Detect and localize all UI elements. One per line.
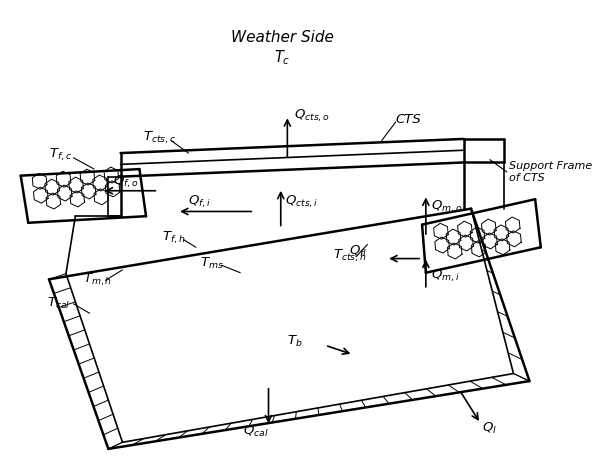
Text: $Q_{fl}$: $Q_{fl}$ [349, 244, 367, 259]
Text: $T_{ms}$: $T_{ms}$ [200, 256, 224, 271]
Text: $Q_l$: $Q_l$ [483, 421, 498, 436]
Text: $T_{m,h}$: $T_{m,h}$ [83, 271, 112, 287]
Text: $Q_{cal}$: $Q_{cal}$ [243, 423, 269, 439]
Text: $Q_{cts,o}$: $Q_{cts,o}$ [294, 107, 330, 123]
Text: $T_{cts,h}$: $T_{cts,h}$ [332, 248, 366, 264]
Text: Support Frame
of CTS: Support Frame of CTS [509, 161, 592, 183]
Text: $T_{cal}$: $T_{cal}$ [47, 296, 70, 311]
Text: $Q_{m,o}$: $Q_{m,o}$ [432, 199, 463, 215]
Text: $Q_{f,o}$: $Q_{f,o}$ [113, 173, 139, 189]
Text: $T_b$: $T_b$ [287, 334, 303, 349]
Text: $T_{cts,c}$: $T_{cts,c}$ [143, 130, 177, 146]
Text: CTS: CTS [395, 113, 421, 126]
Text: $T_{f,h}$: $T_{f,h}$ [162, 230, 185, 246]
Text: Weather Side: Weather Side [231, 30, 334, 45]
Text: $Q_{m,i}$: $Q_{m,i}$ [432, 268, 460, 284]
Text: $T_{f,c}$: $T_{f,c}$ [49, 147, 72, 163]
Text: $Q_{cts,i}$: $Q_{cts,i}$ [284, 194, 318, 210]
Text: $T_c$: $T_c$ [275, 49, 291, 67]
Text: $Q_{f,i}$: $Q_{f,i}$ [189, 194, 212, 210]
